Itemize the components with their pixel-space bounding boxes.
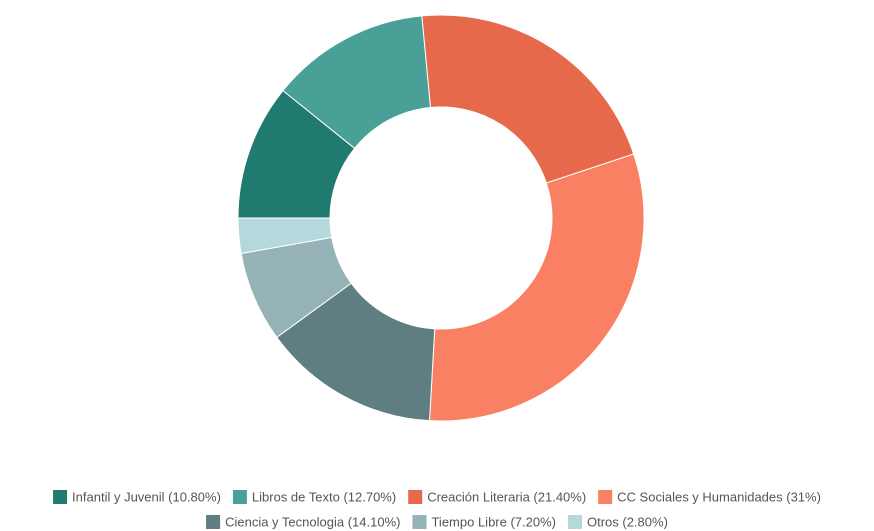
legend-swatch: [408, 490, 423, 504]
legend-swatch: [232, 490, 247, 504]
slice: [428, 153, 645, 422]
legend-swatch: [206, 515, 221, 529]
legend-label: Libros de Texto (12.70%): [252, 489, 396, 504]
slice: [421, 14, 635, 184]
legend-swatch: [53, 490, 68, 504]
legend-swatch: [412, 515, 427, 529]
legend-swatch: [598, 490, 613, 504]
legend-label: Tiempo Libre (7.20%): [431, 514, 556, 529]
legend-label: Otros (2.80%): [587, 514, 668, 529]
legend-swatch: [567, 515, 582, 529]
legend-label: CC Sociales y Humanidades (31%): [617, 489, 821, 504]
legend-label: Ciencia y Tecnologia (14.10%): [225, 514, 400, 529]
legend-label: Infantil y Juvenil (10.80%): [72, 489, 221, 504]
legend-label: Creación Literaria (21.40%): [427, 489, 586, 504]
slice: [237, 217, 333, 255]
